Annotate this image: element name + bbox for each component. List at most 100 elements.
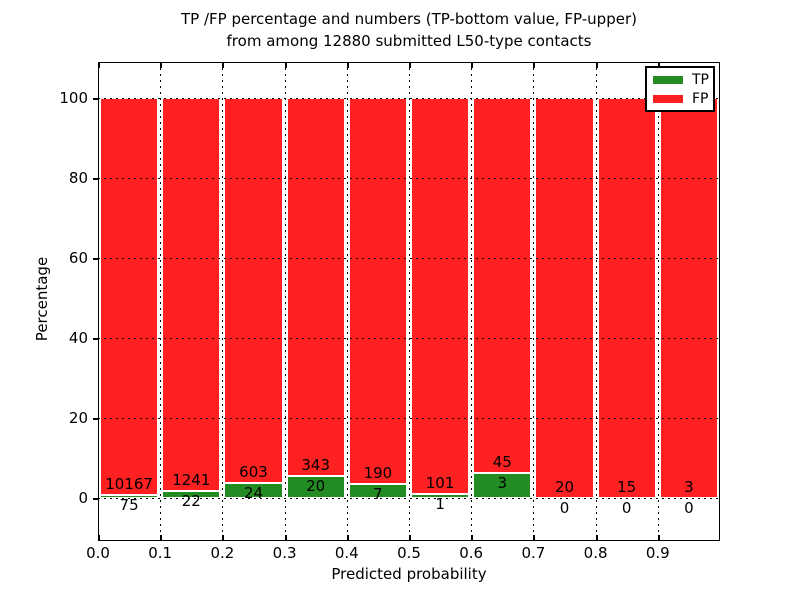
fp-count-label: 101 xyxy=(425,474,455,493)
tp-bar-segment xyxy=(100,495,159,498)
tp-count-label: 1 xyxy=(435,495,445,514)
x-tick-mark xyxy=(533,535,536,540)
x-tick-mark-top xyxy=(160,63,163,68)
tp-count-label: 0 xyxy=(621,499,632,517)
tp-count-label: 0 xyxy=(559,499,570,517)
tp-bar-segment xyxy=(473,473,532,498)
legend-row-fp: FP xyxy=(653,90,709,107)
x-gridline xyxy=(471,62,473,541)
y-gridline xyxy=(98,178,720,179)
y-tick-mark xyxy=(93,338,98,340)
x-tick-mark xyxy=(284,535,287,540)
x-axis-label: Predicted probability xyxy=(331,565,487,583)
x-tick-label: 0.1 xyxy=(148,544,173,562)
tp-bar-segment xyxy=(411,494,470,498)
x-tick-mark-top xyxy=(222,63,225,68)
x-tick-mark-top xyxy=(98,63,100,68)
chart-title-line2: from among 12880 submitted L50-type cont… xyxy=(226,32,592,50)
fp-count-label: 603 xyxy=(239,462,268,481)
legend: TP FP xyxy=(645,66,715,112)
y-tick-label: 40 xyxy=(68,329,88,347)
fp-bar-segment xyxy=(535,98,594,498)
fp-count-label: 343 xyxy=(301,455,330,474)
chart-title-line1: TP /FP percentage and numbers (TP-bottom… xyxy=(181,10,637,28)
tp-count-label: 24 xyxy=(243,483,264,502)
x-gridline xyxy=(409,62,410,541)
x-tick-mark xyxy=(595,535,598,540)
x-tick-label: 0.9 xyxy=(645,544,670,562)
fp-bar-segment xyxy=(162,98,221,492)
legend-label-tp: TP xyxy=(692,71,709,88)
x-tick-mark xyxy=(657,535,660,540)
fp-bar-segment xyxy=(224,98,283,483)
y-tick-mark xyxy=(93,178,98,180)
y-tick-label: 100 xyxy=(59,89,88,107)
x-tick-label: 0.7 xyxy=(521,544,546,562)
tp-count-label: 75 xyxy=(119,496,139,515)
x-gridline xyxy=(657,62,659,541)
x-tick-mark xyxy=(346,535,349,540)
x-tick-mark xyxy=(471,535,474,540)
x-tick-label: 0.2 xyxy=(210,544,235,562)
x-tick-mark xyxy=(98,535,100,540)
fp-bar-segment xyxy=(597,98,656,498)
fp-bar-segment xyxy=(473,98,532,473)
x-gridline xyxy=(533,62,535,541)
tp-count-label: 0 xyxy=(684,499,694,517)
x-tick-mark xyxy=(160,535,163,540)
x-gridline xyxy=(222,62,224,541)
fp-count-label: 3 xyxy=(684,478,694,496)
tp-count-label: 20 xyxy=(306,476,326,495)
tp-count-label: 3 xyxy=(497,474,508,492)
y-gridline xyxy=(98,338,720,339)
y-tick-label: 0 xyxy=(78,489,88,507)
fp-count-label: 15 xyxy=(617,478,637,496)
x-tick-mark-top xyxy=(533,63,536,68)
x-tick-mark-top xyxy=(409,63,411,68)
fp-bar-segment xyxy=(411,98,470,495)
fp-bar-segment xyxy=(100,98,159,496)
y-tick-mark xyxy=(93,258,98,260)
x-tick-mark-top xyxy=(284,63,287,68)
fp-count-label: 190 xyxy=(363,463,393,482)
x-tick-label: 0.3 xyxy=(272,544,297,562)
y-tick-label: 80 xyxy=(68,169,88,187)
fp-count-label: 10167 xyxy=(105,475,153,494)
x-gridline xyxy=(346,62,348,541)
y-gridline xyxy=(98,98,720,99)
fp-legend-swatch-icon xyxy=(653,94,683,103)
fp-bar-segment xyxy=(348,98,407,484)
x-gridline xyxy=(160,62,162,541)
x-tick-mark xyxy=(409,535,411,540)
fp-count-label: 1241 xyxy=(172,471,211,490)
x-tick-mark-top xyxy=(657,63,660,68)
x-tick-label: 0.4 xyxy=(334,544,359,562)
fp-bar-segment xyxy=(659,98,718,498)
tp-bar-segment xyxy=(286,475,345,498)
x-tick-label: 0.8 xyxy=(583,544,608,562)
y-tick-mark xyxy=(93,498,98,500)
tp-bar-segment xyxy=(348,483,407,498)
x-tick-mark xyxy=(222,535,225,540)
x-gridline xyxy=(595,62,597,541)
legend-row-tp: TP xyxy=(653,71,709,88)
fp-count-label: 45 xyxy=(492,453,512,471)
legend-label-fp: FP xyxy=(692,90,709,107)
chart-title: TP /FP percentage and numbers (TP-bottom… xyxy=(98,8,720,52)
x-tick-label: 0.0 xyxy=(86,544,110,562)
fp-bar-segment xyxy=(286,98,345,476)
y-tick-mark xyxy=(93,418,98,420)
x-tick-mark-top xyxy=(471,63,474,68)
y-gridline xyxy=(98,418,720,419)
x-tick-label: 0.5 xyxy=(397,544,421,562)
tp-count-label: 7 xyxy=(373,484,383,503)
x-gridline xyxy=(284,62,286,541)
y-tick-label: 60 xyxy=(68,249,88,267)
fp-count-label: 20 xyxy=(554,478,575,496)
x-tick-label: 0.6 xyxy=(459,544,484,562)
y-tick-mark xyxy=(93,98,98,100)
x-tick-mark-top xyxy=(595,63,598,68)
y-gridline xyxy=(98,498,720,499)
tp-bar-segment xyxy=(224,482,283,498)
